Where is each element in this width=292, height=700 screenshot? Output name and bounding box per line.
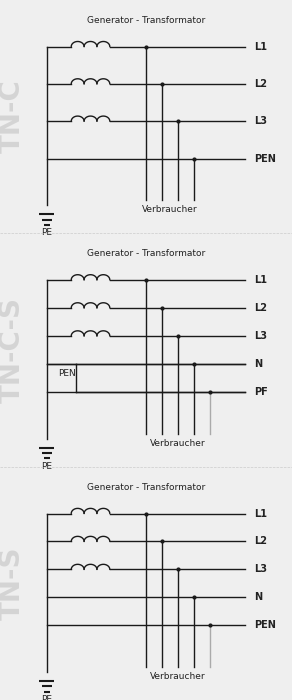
Text: L3: L3 bbox=[254, 116, 267, 126]
Text: Verbraucher: Verbraucher bbox=[150, 439, 206, 448]
Text: Generator - Transformator: Generator - Transformator bbox=[87, 483, 205, 492]
Text: L3: L3 bbox=[254, 331, 267, 341]
Text: PF: PF bbox=[254, 387, 268, 397]
Text: L3: L3 bbox=[254, 564, 267, 575]
Text: PE: PE bbox=[41, 228, 52, 237]
Text: L2: L2 bbox=[254, 79, 267, 89]
Text: Verbraucher: Verbraucher bbox=[150, 672, 206, 681]
Text: N: N bbox=[254, 359, 262, 369]
Text: L2: L2 bbox=[254, 303, 267, 313]
Text: N: N bbox=[254, 592, 262, 603]
Text: Generator - Transformator: Generator - Transformator bbox=[87, 16, 205, 25]
Text: TN-C-S: TN-C-S bbox=[0, 297, 26, 403]
Text: L1: L1 bbox=[254, 41, 267, 52]
Text: TN-C: TN-C bbox=[0, 80, 26, 153]
Text: PEN: PEN bbox=[58, 369, 76, 378]
Text: L1: L1 bbox=[254, 275, 267, 285]
Text: TN-S: TN-S bbox=[0, 547, 26, 620]
Text: PE: PE bbox=[41, 695, 52, 700]
Text: PE: PE bbox=[41, 462, 52, 471]
Text: Verbraucher: Verbraucher bbox=[142, 205, 198, 214]
Text: PEN: PEN bbox=[254, 153, 276, 164]
Text: Generator - Transformator: Generator - Transformator bbox=[87, 249, 205, 258]
Text: L2: L2 bbox=[254, 536, 267, 547]
Text: PEN: PEN bbox=[254, 620, 276, 631]
Text: L1: L1 bbox=[254, 508, 267, 519]
